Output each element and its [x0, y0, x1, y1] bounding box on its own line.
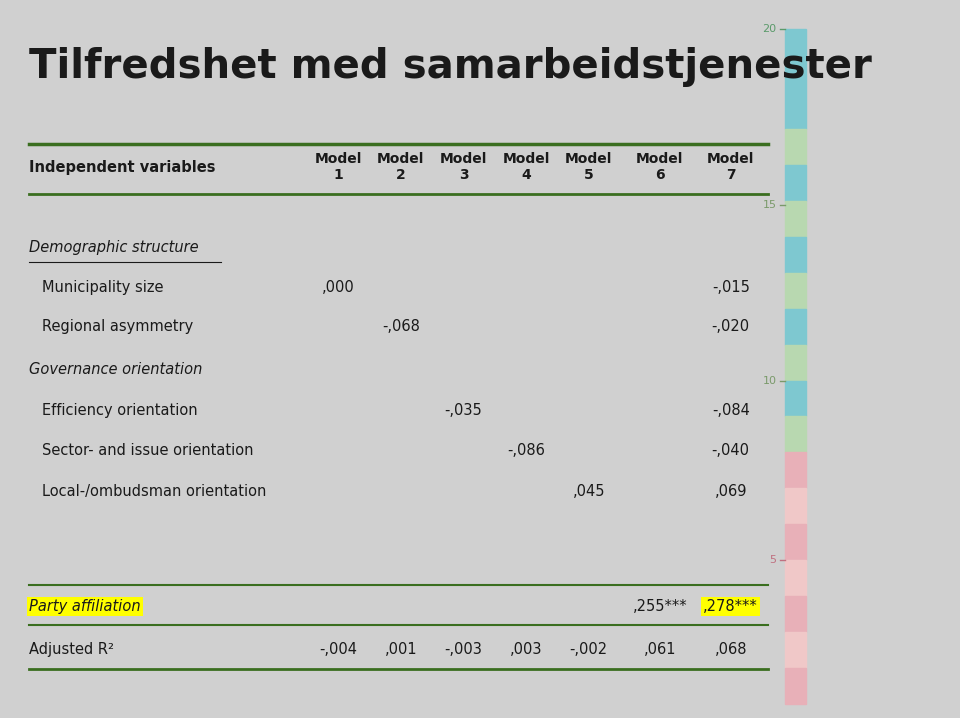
Text: ,003: ,003 [510, 643, 542, 657]
Text: ,061: ,061 [643, 643, 676, 657]
Bar [785, 273, 805, 309]
Text: ,001: ,001 [385, 643, 418, 657]
Text: -,068: -,068 [382, 320, 420, 334]
Text: Independent variables: Independent variables [29, 160, 216, 174]
Text: -,004: -,004 [320, 643, 357, 657]
Bar [785, 309, 805, 345]
Text: Model
7: Model 7 [707, 152, 755, 182]
Bar [785, 345, 805, 381]
Text: Model
6: Model 6 [636, 152, 684, 182]
Text: Party affiliation: Party affiliation [29, 600, 141, 614]
Text: Regional asymmetry: Regional asymmetry [41, 320, 193, 334]
Text: Model
2: Model 2 [377, 152, 424, 182]
Text: Sector- and issue orientation: Sector- and issue orientation [41, 444, 253, 458]
Text: -,002: -,002 [569, 643, 608, 657]
Text: ,255***: ,255*** [633, 600, 687, 614]
Bar [785, 29, 805, 129]
Text: Local-/ombudsman orientation: Local-/ombudsman orientation [41, 485, 266, 499]
Bar [785, 129, 805, 165]
Text: -,086: -,086 [507, 444, 545, 458]
Text: 20: 20 [762, 24, 777, 34]
Text: Model
3: Model 3 [440, 152, 487, 182]
Bar [785, 165, 805, 201]
Text: ,045: ,045 [572, 485, 605, 499]
Bar [785, 488, 805, 524]
Text: ,000: ,000 [322, 280, 354, 294]
Text: -,084: -,084 [711, 404, 750, 418]
Bar [785, 416, 805, 452]
Text: 15: 15 [762, 200, 777, 210]
Text: Demographic structure: Demographic structure [29, 241, 199, 255]
Bar [785, 596, 805, 632]
Bar [785, 381, 805, 416]
Bar [785, 560, 805, 596]
Bar [785, 237, 805, 273]
Text: -,015: -,015 [711, 280, 750, 294]
Text: ,068: ,068 [714, 643, 747, 657]
Text: -,020: -,020 [711, 320, 750, 334]
Text: Efficiency orientation: Efficiency orientation [41, 404, 198, 418]
Text: -,040: -,040 [711, 444, 750, 458]
Text: Governance orientation: Governance orientation [29, 363, 203, 377]
Bar [785, 452, 805, 488]
Text: Municipality size: Municipality size [41, 280, 163, 294]
Text: -,003: -,003 [444, 643, 483, 657]
Text: Model
4: Model 4 [502, 152, 550, 182]
Text: -,035: -,035 [444, 404, 482, 418]
Text: Model
1: Model 1 [315, 152, 362, 182]
Bar [785, 524, 805, 560]
Text: 10: 10 [762, 376, 777, 386]
Text: Model
5: Model 5 [565, 152, 612, 182]
Text: Adjusted R²: Adjusted R² [29, 643, 114, 657]
Text: ,278***: ,278*** [704, 600, 758, 614]
Bar [785, 668, 805, 704]
Text: 5: 5 [770, 555, 777, 565]
Text: ,069: ,069 [714, 485, 747, 499]
Bar [785, 632, 805, 668]
Bar [785, 201, 805, 237]
Text: Tilfredshet med samarbeidstjenester: Tilfredshet med samarbeidstjenester [29, 47, 872, 87]
